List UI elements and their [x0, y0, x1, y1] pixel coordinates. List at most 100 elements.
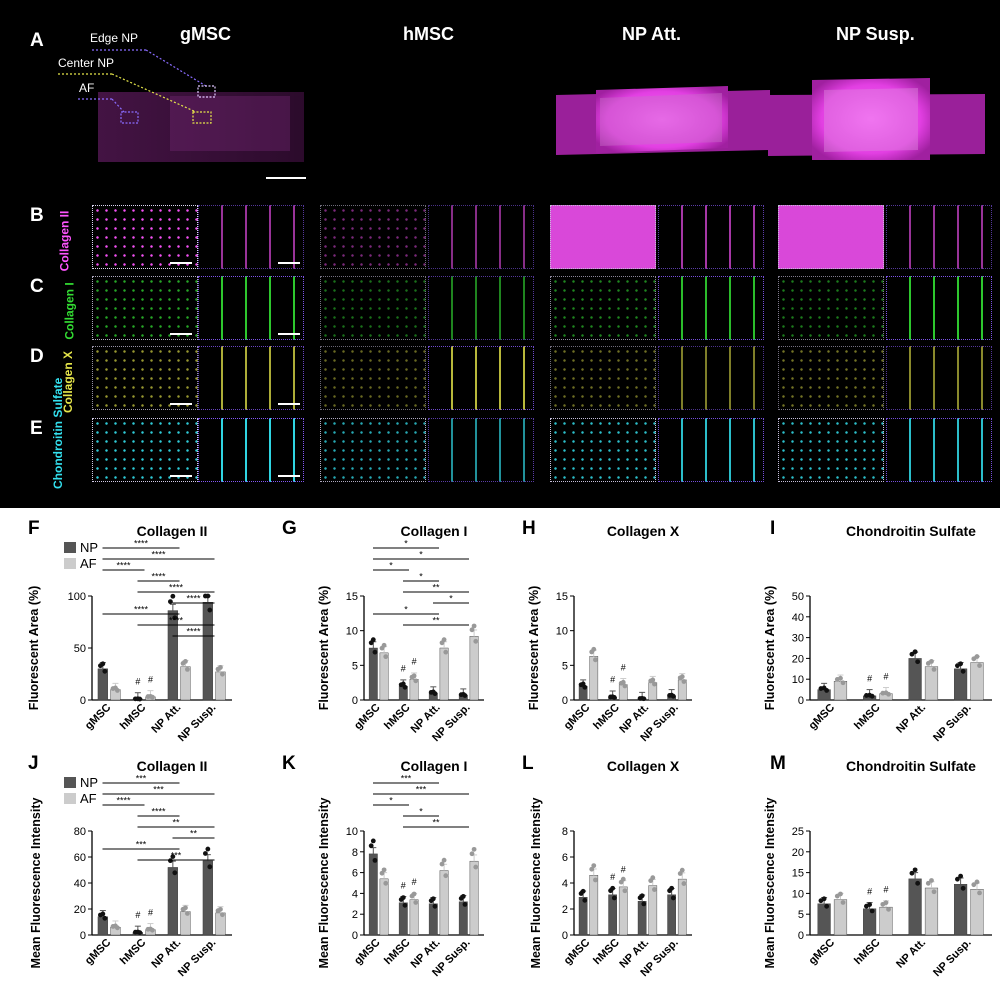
- point-g-0-0-1: [372, 649, 378, 655]
- bar-l-3-af: [677, 878, 687, 936]
- y-tick-label-g-2: 10: [346, 626, 358, 638]
- point-j-3-0-1: [207, 864, 213, 870]
- point-l-3-0-1: [670, 895, 676, 901]
- scale-bar-r4-np: [170, 475, 192, 477]
- y-tick-label-j-1: 20: [74, 904, 86, 916]
- sig-star-g-0: *: [404, 539, 408, 549]
- panel-label-j: J: [28, 753, 39, 774]
- bar-f-3-af: [215, 671, 226, 701]
- point-l-1-0-2: [610, 885, 616, 891]
- y-tick-label-f-0: 0: [80, 695, 86, 707]
- point-l-0-1-0: [589, 866, 595, 872]
- point-l-0-0-2: [580, 888, 586, 894]
- y-tick-label-h-0: 0: [562, 695, 568, 707]
- point-l-2-1-1: [652, 887, 657, 892]
- af-tile-r3-c1: [198, 346, 304, 410]
- sig-star-k-2: *: [389, 796, 393, 806]
- np-tile-r1-c4: [778, 205, 884, 269]
- point-l-2-1-2: [650, 875, 656, 881]
- point-g-1-0-2: [400, 681, 406, 687]
- af-tile-r4-c3: [658, 418, 764, 482]
- np-tile-r3-c1: [92, 346, 198, 410]
- sig-star-j-0: ***: [136, 774, 147, 784]
- sig-star-k-0: ***: [401, 774, 412, 784]
- point-l-2-0-1: [641, 901, 647, 907]
- hash-mark-f-1: #: [148, 674, 153, 684]
- sig-star-k-4: **: [432, 818, 440, 828]
- hash-mark-h-0: #: [610, 675, 615, 685]
- scale-bar-r3-np: [170, 403, 192, 405]
- af-tile-r3-c4: [886, 346, 992, 410]
- bar-h-0-af: [589, 656, 599, 701]
- sig-star-f-4: ****: [169, 583, 184, 593]
- point-k-3-0-1: [462, 901, 468, 907]
- point-f-0-1-2: [113, 685, 118, 691]
- category-label-m-1: hMSC: [852, 937, 883, 968]
- point-i-3-1-2: [974, 654, 980, 659]
- bar-i-3-np: [954, 668, 968, 701]
- y-tick-label-k-0: 0: [352, 930, 358, 942]
- center-np-box: [192, 111, 212, 124]
- bar-m-2-af: [924, 887, 939, 936]
- point-g-3-1-0: [469, 627, 475, 633]
- point-j-3-1-1: [220, 912, 225, 918]
- panel-label-b: B: [30, 205, 44, 226]
- bar-f-3-np: [202, 602, 213, 701]
- point-i-3-1-1: [977, 663, 982, 668]
- point-f-2-1-1: [185, 666, 190, 672]
- point-m-1-1-1: [886, 906, 891, 912]
- hash-mark-m-1: #: [883, 885, 888, 895]
- category-label-m-0: gMSC: [807, 937, 838, 968]
- sig-star-f-7: ****: [169, 616, 184, 626]
- y-tick-label-l-3: 6: [562, 852, 568, 864]
- bar-l-3-np: [667, 894, 676, 936]
- point-i-3-0-1: [960, 668, 966, 674]
- sig-star-f-8: ****: [186, 627, 201, 637]
- y-axis-label-l: Mean Fluorescence Intensity: [529, 798, 543, 969]
- np-tile-r1-c2: [320, 205, 426, 269]
- scale-bar-r4-af: [278, 475, 300, 477]
- bar-l-2-af: [648, 885, 658, 936]
- bar-j-3-np: [202, 860, 213, 936]
- point-k-2-1-2: [441, 857, 447, 863]
- y-tick-label-j-3: 60: [74, 852, 86, 864]
- category-label-i-0: gMSC: [807, 702, 838, 733]
- sig-star-g-1: *: [419, 550, 423, 560]
- af-tile-r3-c3: [658, 346, 764, 410]
- point-l-1-1-2: [620, 876, 626, 882]
- bar-k-0-np: [368, 853, 378, 936]
- panel-label-i: I: [770, 518, 775, 539]
- point-k-0-0-0: [368, 843, 374, 849]
- point-f-1-0-2: [135, 696, 141, 702]
- point-h-0-0-2: [580, 681, 586, 687]
- point-h-1-0-2: [610, 694, 616, 700]
- point-k-3-1-1: [473, 864, 479, 870]
- panel-label-h: H: [522, 518, 536, 539]
- point-j-0-1-2: [113, 923, 118, 929]
- af-tile-r2-c3: [658, 276, 764, 340]
- point-m-2-0-2: [912, 867, 918, 873]
- point-f-0-0-1: [102, 668, 108, 674]
- point-i-2-0-2: [912, 649, 918, 655]
- point-m-1-1-2: [883, 900, 889, 906]
- af-tile-r4-c1: [198, 418, 304, 482]
- point-f-0-0-2: [100, 661, 106, 667]
- af-tile-r1-c2: [428, 205, 534, 269]
- point-m-0-0-2: [821, 896, 827, 902]
- point-h-3-0-2: [669, 692, 675, 698]
- np-tile-r4-c2: [320, 418, 426, 482]
- point-f-2-0-1: [172, 615, 178, 621]
- stain-label-chondroitin-text: Chondroitin Sulfate: [51, 377, 65, 489]
- category-label-i-2: NP Att.: [894, 702, 928, 736]
- chart-title-m: Chondroitin Sulfate: [846, 758, 976, 774]
- point-i-2-1-1: [931, 666, 937, 672]
- point-i-2-0-1: [915, 659, 921, 665]
- np-tile-r1-c3: [550, 205, 656, 269]
- hash-mark-h-1: #: [621, 662, 626, 672]
- af-tile-r3-c2: [428, 346, 534, 410]
- point-l-0-1-1: [593, 877, 598, 883]
- point-j-2-1-1: [185, 911, 190, 916]
- column-title-np-susp: NP Susp.: [836, 24, 915, 44]
- y-axis-label-g: Fluorescent Area (%): [317, 586, 331, 711]
- point-m-3-0-0: [955, 876, 960, 882]
